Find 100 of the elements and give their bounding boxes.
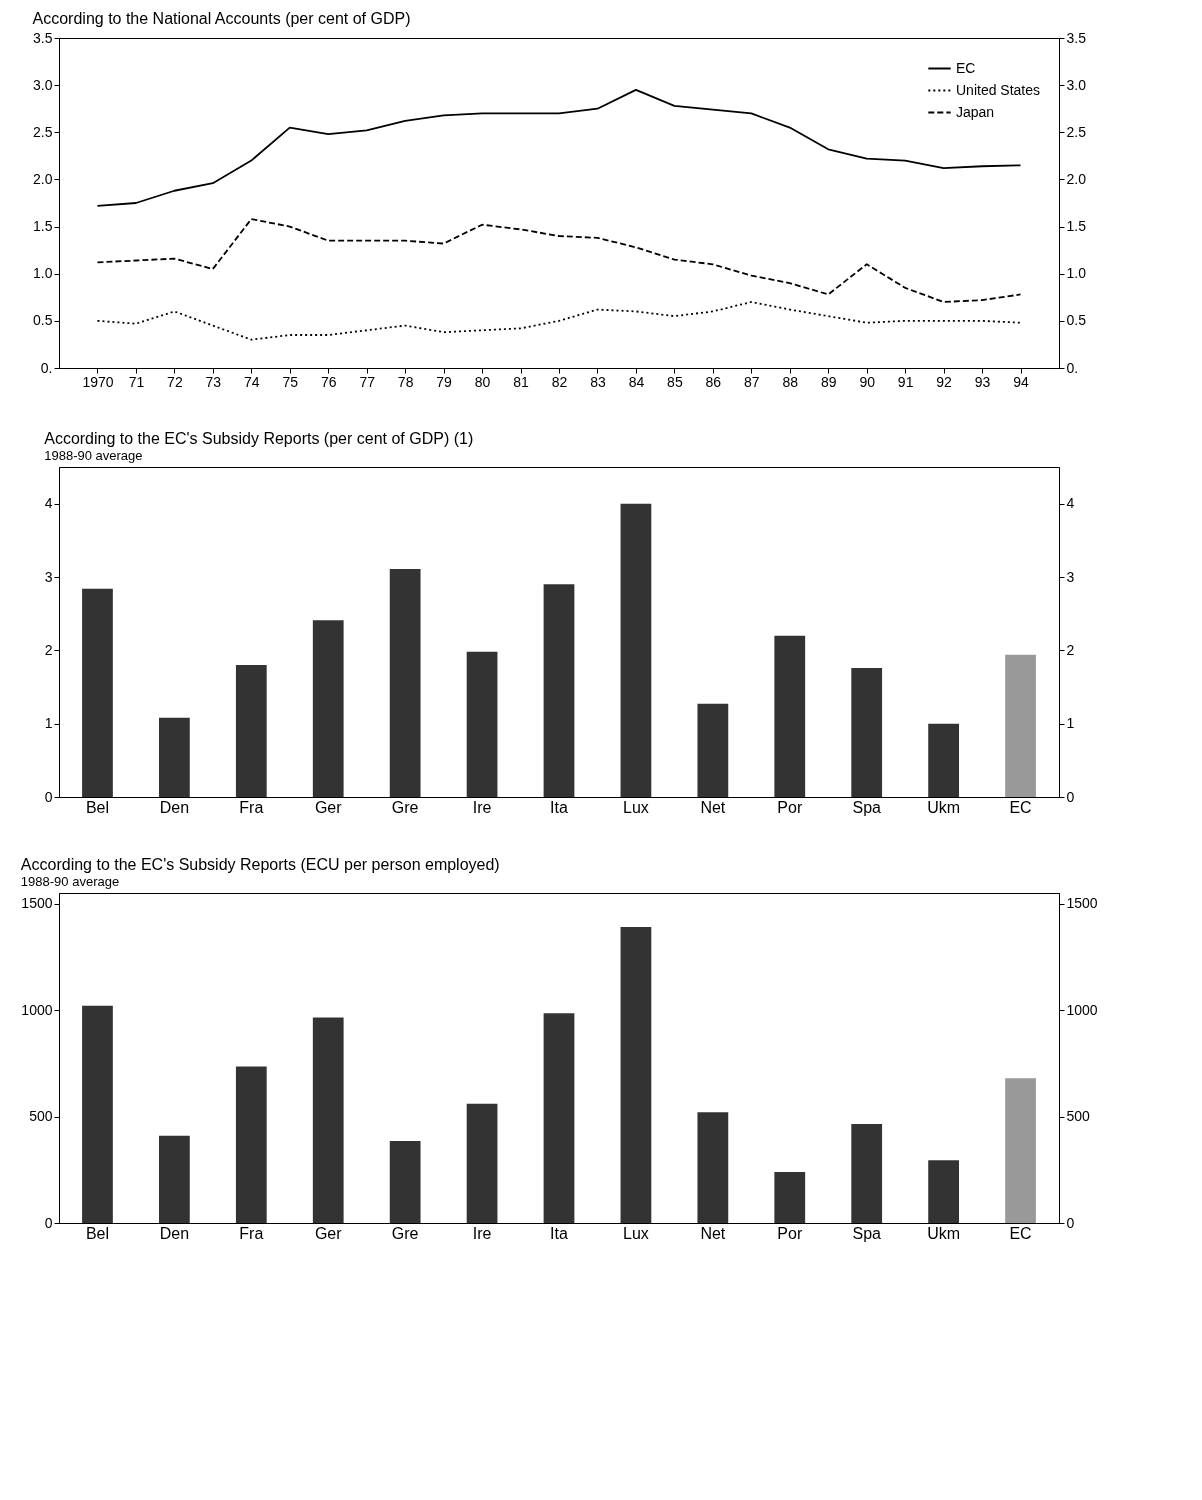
bar [697, 1112, 729, 1223]
x-tick-label: 81 [513, 373, 530, 390]
x-tick-label: Bel [85, 798, 110, 816]
x-tick-label: 72 [167, 373, 183, 390]
x-tick-label: Por [777, 1224, 803, 1242]
y-tick-label: 1000 [21, 1001, 53, 1018]
x-tick-label: EC [1009, 798, 1032, 816]
y-tick-label: 2.0 [33, 170, 53, 187]
x-tick-label: 83 [590, 373, 606, 390]
x-tick-label: 93 [974, 373, 991, 390]
y2-tick-label: 1.0 [1066, 265, 1087, 282]
x-tick-label: Ukm [927, 1224, 961, 1242]
x-tick-label: 92 [936, 373, 953, 390]
y-tick-label: 3.0 [33, 76, 53, 93]
chart-title: According to the EC's Subsidy Reports (per cent of GDP) (1) [44, 430, 474, 447]
x-tick-label: Ire [472, 798, 492, 816]
y-tick-label: 1500 [21, 895, 53, 912]
y2-tick-label: 1 [1066, 715, 1075, 732]
x-tick-label: Den [159, 1224, 190, 1242]
x-tick-label: EC [1009, 1224, 1032, 1242]
x-tick-label: 77 [359, 373, 376, 390]
x-tick-label: 80 [474, 373, 491, 390]
bar [1005, 654, 1036, 797]
x-tick-label: 86 [705, 373, 722, 390]
bar [312, 1017, 344, 1223]
bar [620, 503, 652, 797]
y2-tick-label: 2 [1066, 641, 1075, 658]
x-tick-label: 74 [244, 373, 260, 390]
y2-tick-label: 2.5 [1066, 123, 1087, 140]
y-tick-label: 0. [40, 359, 53, 376]
bar [466, 651, 498, 797]
x-tick-label: Fra [239, 1224, 264, 1242]
x-tick-label: 94 [1013, 373, 1030, 390]
line-series [96, 218, 1022, 303]
y2-tick-label: 4 [1066, 495, 1075, 512]
bar [1005, 1078, 1036, 1223]
x-tick-label: Gre [391, 798, 419, 816]
x-tick-label: 76 [320, 373, 337, 390]
chart-title: According to the National Accounts (per cent of GDP) [32, 10, 411, 27]
y2-tick-label: 0 [1066, 1214, 1075, 1231]
x-tick-label: Ger [314, 1224, 343, 1242]
bar [159, 1135, 190, 1223]
bar [928, 1160, 959, 1223]
x-tick-label: Ita [550, 798, 568, 816]
y2-tick-label: 0.5 [1066, 312, 1087, 329]
y2-tick-label: 1500 [1066, 895, 1098, 912]
x-tick-label: 1970 [82, 373, 114, 390]
y2-tick-label: 1000 [1066, 1001, 1098, 1018]
bar [774, 635, 806, 797]
line-series [96, 301, 1022, 341]
y2-tick-label: 3.5 [1066, 29, 1087, 46]
bar [928, 723, 959, 797]
legend-label: United States [956, 81, 1041, 98]
x-tick-label: Spa [852, 1224, 882, 1242]
bar [389, 1141, 421, 1223]
x-tick-label: Ita [550, 1224, 568, 1242]
y-tick-label: 3.5 [33, 29, 53, 46]
y-tick-label: 0 [44, 788, 53, 805]
y-tick-label: 0 [44, 1214, 53, 1231]
y2-tick-label: 1.5 [1066, 218, 1087, 235]
y2-tick-label: 0. [1066, 359, 1079, 376]
x-tick-label: 91 [897, 373, 914, 390]
x-tick-label: 84 [628, 373, 645, 390]
x-tick-label: 85 [667, 373, 683, 390]
x-tick-label: 71 [128, 373, 145, 390]
x-tick-label: Por [777, 798, 803, 816]
y2-tick-label: 0 [1066, 788, 1075, 805]
x-tick-label: 75 [282, 373, 299, 390]
chart-title: According to the EC's Subsidy Reports (ECU per person employed) [20, 856, 500, 873]
x-tick-label: Bel [85, 1224, 110, 1242]
y-tick-label: 1 [44, 715, 53, 732]
bar [159, 717, 190, 797]
y-tick-label: 2.5 [33, 123, 53, 140]
y-tick-label: 3 [44, 568, 53, 585]
y2-tick-label: 3.0 [1066, 76, 1087, 93]
x-tick-label: Spa [852, 798, 882, 816]
bar [235, 665, 267, 797]
x-tick-label: Lux [623, 1224, 649, 1242]
legend-label: Japan [956, 103, 995, 120]
x-tick-label: 73 [205, 373, 222, 390]
bar [466, 1103, 498, 1223]
y-tick-label: 1.0 [33, 265, 53, 282]
y-tick-label: 1.5 [33, 218, 53, 235]
y-tick-label: 0.5 [33, 312, 53, 329]
x-tick-label: Net [700, 1224, 726, 1242]
x-tick-label: Den [159, 798, 190, 816]
x-tick-label: 89 [820, 373, 837, 390]
bar [82, 588, 113, 797]
x-tick-label: 88 [782, 373, 799, 390]
x-tick-label: Ukm [927, 798, 961, 816]
bar [235, 1066, 267, 1223]
bar [312, 620, 344, 797]
x-tick-label: Gre [391, 1224, 419, 1242]
y-tick-label: 500 [29, 1108, 53, 1125]
x-tick-label: Ire [472, 1224, 492, 1242]
x-tick-label: Fra [239, 798, 264, 816]
bar [851, 667, 883, 797]
x-tick-label: 87 [744, 373, 760, 390]
bar [697, 703, 729, 797]
y-tick-label: 2 [44, 641, 53, 658]
